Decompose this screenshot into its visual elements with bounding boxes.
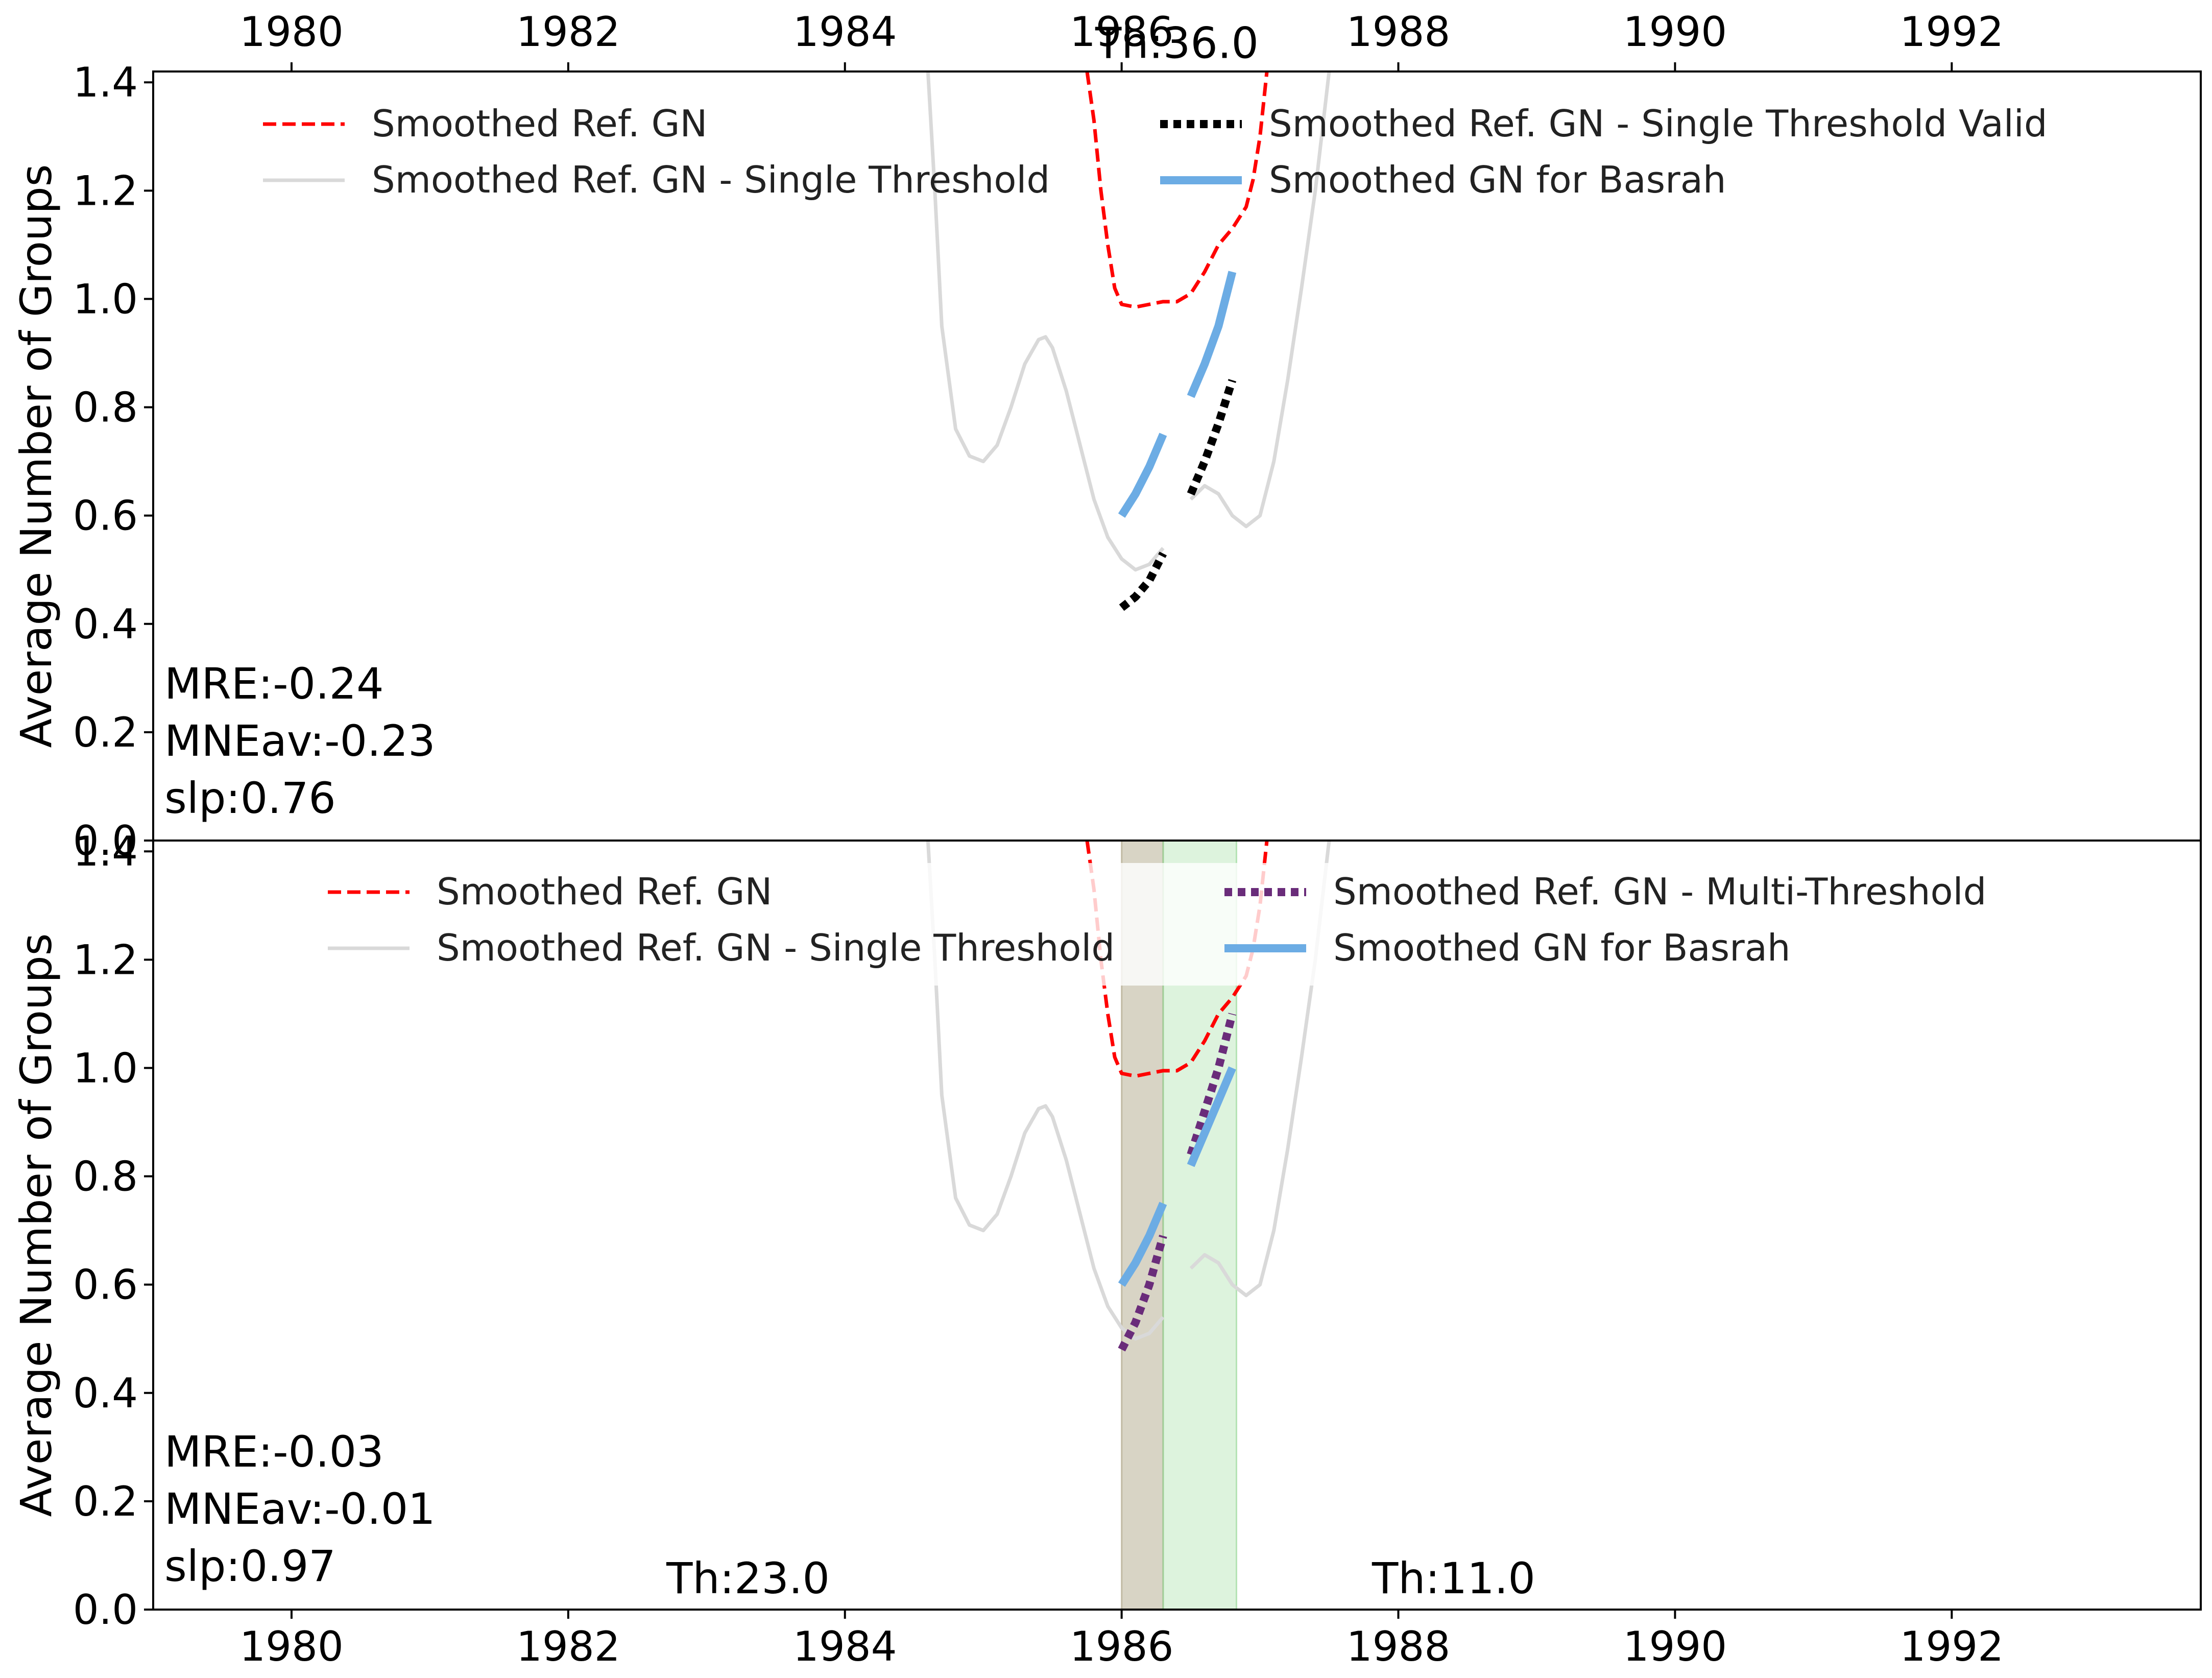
bottom-xtick-label-0: 1980 (239, 1623, 344, 1670)
bottom-legend-multi-label: Smoothed Ref. GN - Multi-Threshold (1333, 870, 1986, 913)
bottom-ytick-label-0: 0.0 (73, 1586, 138, 1634)
top-y-axis-label: Average Number of Groups (11, 164, 61, 748)
bottom-ytick-label-2: 0.4 (73, 1370, 138, 1417)
bottom-series-basrah-6 (1187, 1066, 1236, 1167)
bottom-threshold-labels: Th:23.0 Th:11.0 (666, 1553, 1535, 1603)
bottom-stat-slp: slp:0.97 (164, 1541, 336, 1591)
top-stat-mre: MRE:-0.24 (164, 659, 384, 709)
top-legend-valid-label: Smoothed Ref. GN - Single Threshold Vali… (1269, 102, 2048, 145)
top-yticks: 0.0 0.2 0.4 0.6 0.8 1.0 1.2 1.4 (73, 59, 153, 865)
top-stat-slp: slp:0.76 (164, 773, 336, 823)
top-ytick-label-5: 1.0 (73, 275, 138, 323)
bottom-xtick-label-1: 1982 (516, 1623, 620, 1670)
top-threshold-label-0: Th:36.0 (1095, 18, 1259, 68)
bottom-ytick-label-4: 0.8 (73, 1153, 138, 1201)
top-ytick-label-0: 0.0 (73, 817, 138, 865)
bottom-series-single-2 (1189, 841, 1331, 1298)
top-series-basrah-5 (1118, 433, 1167, 518)
bottom-legend-single-label: Smoothed Ref. GN - Single Threshold (437, 926, 1115, 969)
top-legend-basrah-label: Smoothed GN for Basrah (1269, 158, 1726, 201)
top-series-valid-4 (1187, 379, 1237, 496)
bottom-yticks: 0.0 0.2 0.4 0.6 0.8 1.0 1.2 1.4 (73, 828, 153, 1634)
top-series-single-1 (926, 71, 1165, 572)
top-xtick-label-4: 1988 (1347, 8, 1451, 56)
top-legend: Smoothed Ref. GN Smoothed Ref. GN - Sing… (263, 102, 2048, 201)
top-xtick-label-3: 1986 (1070, 8, 1174, 56)
bottom-legend-box (311, 863, 1568, 986)
bottom-stat-mneav: MNEav:-0.01 (164, 1484, 436, 1534)
bottom-series-multi-4 (1187, 1013, 1237, 1156)
top-ytick-label-1: 0.2 (73, 709, 138, 756)
bottom-legend-ref-label: Smoothed Ref. GN (437, 870, 772, 913)
bottom-ytick-label-5: 1.0 (73, 1044, 138, 1092)
top-xtick-label-0: 1980 (239, 8, 344, 56)
top-ytick-label-6: 1.2 (73, 167, 138, 214)
top-xtick-label-1: 1982 (516, 8, 620, 56)
top-ytick-label-7: 1.4 (73, 59, 138, 106)
bottom-ytick-label-1: 0.2 (73, 1478, 138, 1525)
bottom-legend: Smoothed Ref. GN Smoothed Ref. GN - Sing… (311, 863, 1986, 986)
top-series-basrah-6 (1187, 271, 1237, 398)
bottom-ytick-label-7: 1.4 (73, 828, 138, 875)
bottom-xtick-label-4: 1988 (1347, 1623, 1451, 1670)
bottom-threshold-label-1: Th:11.0 (1372, 1553, 1535, 1603)
bottom-series-basrah-5 (1118, 1202, 1167, 1287)
top-series-single-2 (1189, 71, 1331, 529)
top-ytick-label-2: 0.4 (73, 601, 138, 648)
top-series-valid-3 (1119, 552, 1167, 611)
bottom-xtick-label-5: 1990 (1623, 1623, 1727, 1670)
bottom-series-single-1 (926, 841, 1165, 1341)
bottom-xtick-label-6: 1992 (1900, 1623, 2004, 1670)
top-xtick-label-2: 1984 (793, 8, 897, 56)
bottom-stat-mre: MRE:-0.03 (164, 1427, 384, 1477)
bottom-xticks: 1980 1982 1984 1986 1988 1990 1992 (239, 1610, 2004, 1670)
bottom-series-multi-3 (1118, 1235, 1167, 1352)
bottom-threshold-label-0: Th:23.0 (666, 1553, 830, 1603)
bottom-panel: 1980 1982 1984 1986 1988 1990 1992 0.00.20.40.… (11, 828, 2202, 1670)
top-legend-single-label: Smoothed Ref. GN - Single Threshold (372, 158, 1050, 201)
bottom-panel-frame (152, 840, 2202, 1611)
top-xtick-label-5: 1990 (1623, 8, 1727, 56)
top-xticks: 1980 1982 1984 1986 1988 1990 1992 (239, 8, 2004, 71)
bottom-y-axis-label: Average Number of Groups (11, 933, 61, 1517)
top-xtick-label-6: 1992 (1900, 8, 2004, 56)
top-ytick-label-3: 0.6 (73, 492, 138, 540)
bottom-xtick-label-3: 1986 (1070, 1623, 1174, 1670)
top-threshold-labels: Th:36.0 (1095, 18, 1259, 68)
top-stat-mneav: MNEav:-0.23 (164, 716, 436, 766)
top-panel: 1980 1982 1984 1986 1988 1990 1992 0.00.20.40.… (11, 8, 2202, 865)
top-plot-area (926, 71, 1331, 611)
top-legend-ref-label: Smoothed Ref. GN (372, 102, 707, 145)
bottom-ytick-label-6: 1.2 (73, 936, 138, 984)
bottom-xtick-label-2: 1984 (793, 1623, 897, 1670)
top-ytick-label-4: 0.8 (73, 384, 138, 432)
top-series-ref-0 (1085, 71, 1269, 309)
bottom-ytick-label-3: 0.6 (73, 1261, 138, 1309)
bottom-plot-area (926, 841, 1331, 1352)
bottom-legend-basrah-label: Smoothed GN for Basrah (1333, 926, 1791, 969)
